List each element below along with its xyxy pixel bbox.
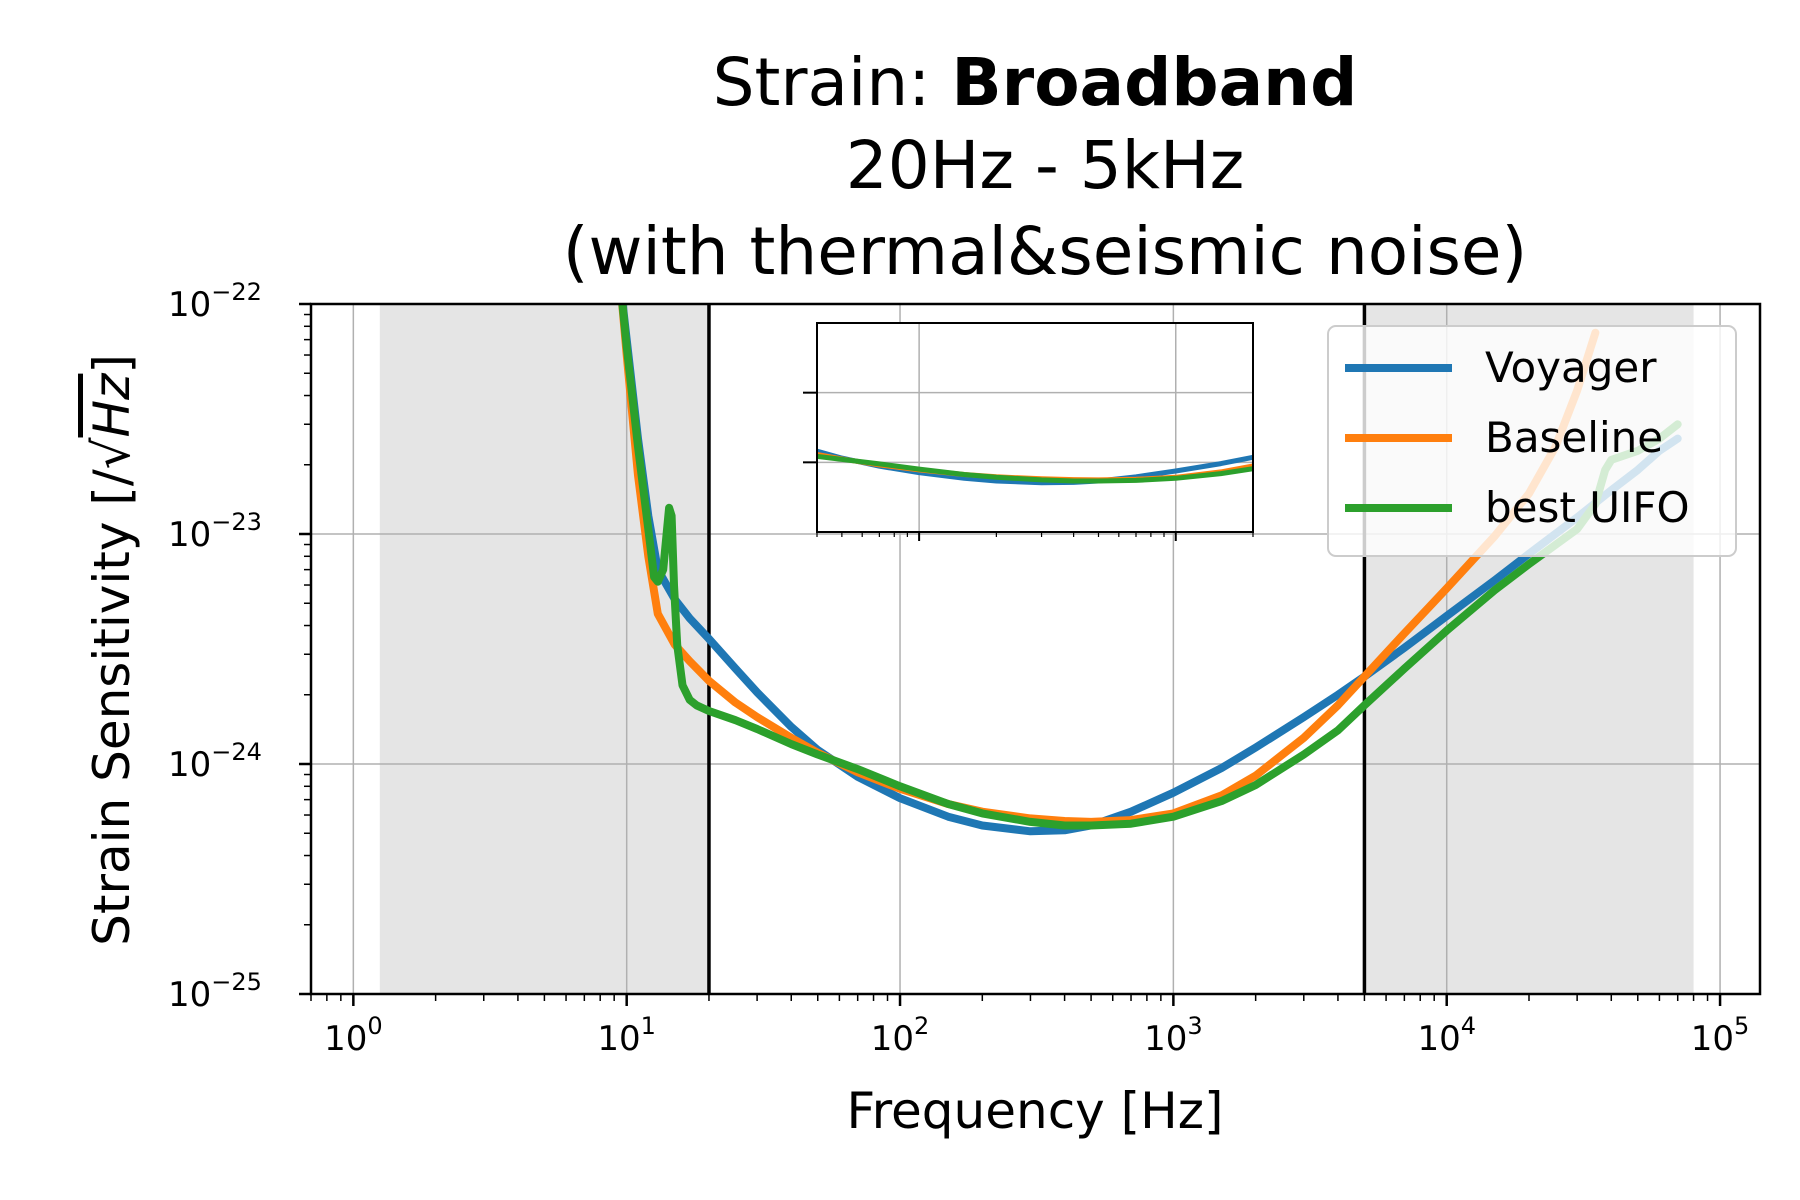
y-tick-label: 10−25: [168, 968, 262, 1015]
y-axis-label-prefix: Strain Sensitivity [/: [83, 469, 141, 946]
x-tick-base: 10: [1691, 1019, 1734, 1059]
x-tick-exponent: 4: [1461, 1012, 1476, 1040]
inset-frame: [816, 322, 1254, 533]
x-tick-exponent: 5: [1734, 1012, 1749, 1040]
y-tick-base: 10: [168, 285, 211, 325]
x-tick-exponent: 0: [367, 1012, 382, 1040]
y-tick-exponent: −24: [211, 738, 262, 766]
chart-title-prefix: Strain:: [713, 44, 952, 121]
series-line-best-uifo: [618, 304, 1682, 830]
x-tick-exponent: 2: [914, 1012, 929, 1040]
chart-subtitle-range: 20Hz - 5kHz: [846, 127, 1245, 204]
chart-title-bold: Broadband: [951, 44, 1357, 121]
x-tick-label: 102: [871, 1012, 930, 1059]
shaded-region-0: [379, 304, 709, 994]
x-tick-base: 10: [597, 1019, 640, 1059]
x-tick-label: 100: [324, 1012, 383, 1059]
y-tick-exponent: −22: [211, 278, 262, 306]
y-tick-exponent: −25: [211, 968, 262, 996]
inset-series-lines: [817, 448, 1253, 486]
x-tick-label: 103: [1144, 1012, 1203, 1059]
x-axis-label: Frequency [Hz]: [846, 1082, 1223, 1140]
legend-label-best-uifo: best UIFO: [1485, 483, 1690, 532]
series-line-voyager: [618, 304, 1682, 836]
y-tick-base: 10: [168, 515, 211, 555]
y-axis-label-sqrt: √: [83, 437, 141, 469]
inset-axis-ticks: [803, 391, 1254, 541]
y-axis-label-suffix: ]: [83, 354, 141, 374]
y-axis-label: Strain Sensitivity [/√Hz]: [83, 354, 141, 946]
legend-label-voyager: Voyager: [1485, 343, 1657, 392]
legend: Voyager Baseline best UIFO: [1327, 325, 1737, 557]
y-tick-label: 10−22: [168, 278, 262, 325]
x-tick-label: 101: [597, 1012, 656, 1059]
x-tick-base: 10: [871, 1019, 914, 1059]
y-tick-exponent: −23: [211, 508, 262, 536]
plot-frame: [309, 302, 1762, 996]
y-tick-base: 10: [168, 745, 211, 785]
x-tick-base: 10: [324, 1019, 367, 1059]
y-tick-label: 10−23: [168, 508, 262, 555]
y-tick-label: 10−24: [168, 738, 262, 785]
legend-label-baseline: Baseline: [1485, 413, 1663, 462]
inset-grid-lines: [817, 323, 1253, 532]
inset-background: [817, 323, 1253, 532]
y-tick-base: 10: [168, 975, 211, 1015]
inset-series-line-best-uifo: [817, 453, 1253, 484]
x-tick-base: 10: [1417, 1019, 1460, 1059]
x-tick-label: 105: [1691, 1012, 1750, 1059]
chart-title: Strain: Broadband: [713, 44, 1358, 121]
x-tick-base: 10: [1144, 1019, 1187, 1059]
chart-subtitle-note: (with thermal&seismic noise): [563, 213, 1527, 290]
y-axis-label-unit: Hz: [83, 372, 141, 438]
x-tick-exponent: 1: [641, 1012, 656, 1040]
x-tick-label: 104: [1417, 1012, 1476, 1059]
legend-box: [1327, 325, 1737, 557]
series-lines: [618, 304, 1682, 836]
x-tick-exponent: 3: [1187, 1012, 1202, 1040]
